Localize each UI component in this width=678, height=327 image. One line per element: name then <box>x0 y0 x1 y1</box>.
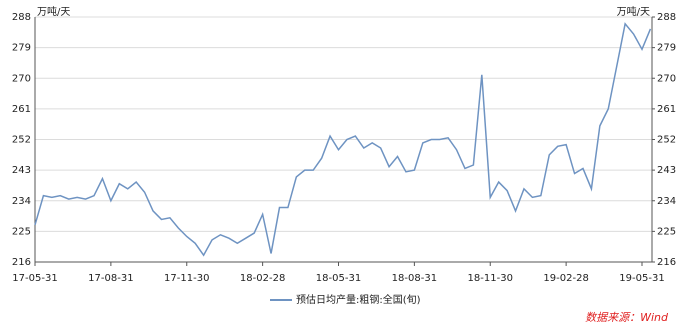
y2-tick-label: 225 <box>657 226 676 237</box>
x-tick-label: 17-11-30 <box>164 273 209 284</box>
source-note: 数据来源：Wind <box>585 311 669 324</box>
y2-tick-label: 270 <box>657 73 676 84</box>
y-tick-label: 288 <box>12 12 31 23</box>
y2-tick-label: 279 <box>657 43 676 54</box>
x-tick-label: 18-11-30 <box>468 273 513 284</box>
x-tick-label: 19-05-31 <box>619 273 664 284</box>
x-tick-label: 18-05-31 <box>316 273 361 284</box>
y-tick-label: 225 <box>12 226 31 237</box>
y-tick-label: 243 <box>12 165 31 176</box>
y-tick-label: 216 <box>12 257 31 268</box>
y-tick-label: 279 <box>12 43 31 54</box>
x-tick-label: 18-08-31 <box>392 273 437 284</box>
x-tick-label: 17-05-31 <box>12 273 57 284</box>
data-line <box>34 22 652 257</box>
y2-tick-label: 261 <box>657 104 676 115</box>
y2-axis-label: 万吨/天 <box>617 5 650 18</box>
y2-tick-label: 243 <box>657 165 676 176</box>
x-tick-label: 19-02-28 <box>543 273 588 284</box>
legend-label: 预估日均产量:粗钢:全国(旬) <box>296 293 421 306</box>
y-axis-label: 万吨/天 <box>37 5 70 18</box>
y-tick-label: 261 <box>12 104 31 115</box>
y2-tick-label: 234 <box>657 196 676 207</box>
y-tick-label: 270 <box>12 73 31 84</box>
y2-tick-label: 252 <box>657 135 676 146</box>
y-tick-label: 252 <box>12 135 31 146</box>
x-tick-label: 18-02-28 <box>240 273 285 284</box>
y2-tick-label: 216 <box>657 257 676 268</box>
x-tick-label: 17-08-31 <box>88 273 133 284</box>
y2-tick-label: 288 <box>657 12 676 23</box>
y-tick-label: 234 <box>12 196 31 207</box>
